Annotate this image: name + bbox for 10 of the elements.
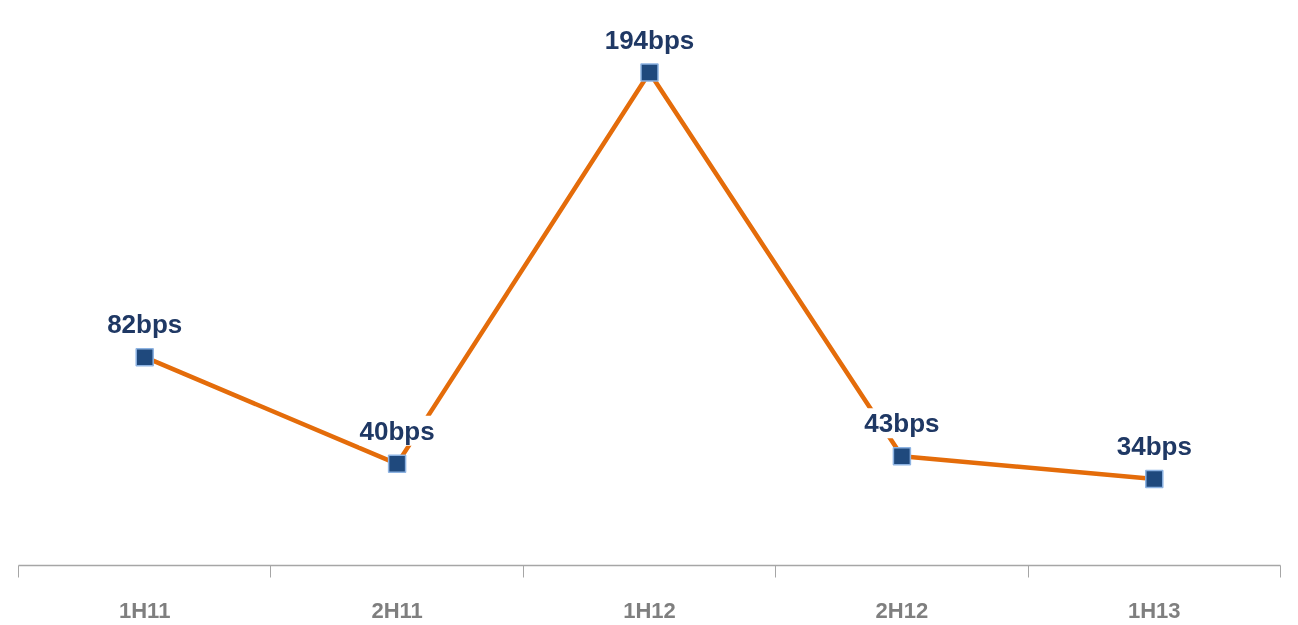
data-label: 43bps (864, 408, 940, 439)
x-tick-label: 2H11 (371, 597, 423, 623)
data-label: 194bps (604, 24, 695, 55)
x-tick-label: 2H12 (875, 597, 929, 623)
x-tick-label: 1H11 (119, 597, 171, 623)
data-label: 34bps (1116, 431, 1192, 462)
x-tick-label: 1H13 (1128, 597, 1181, 623)
data-label: 40bps (359, 415, 435, 446)
data-label: 82bps (107, 309, 183, 340)
x-tick-label: 1H12 (623, 597, 676, 623)
